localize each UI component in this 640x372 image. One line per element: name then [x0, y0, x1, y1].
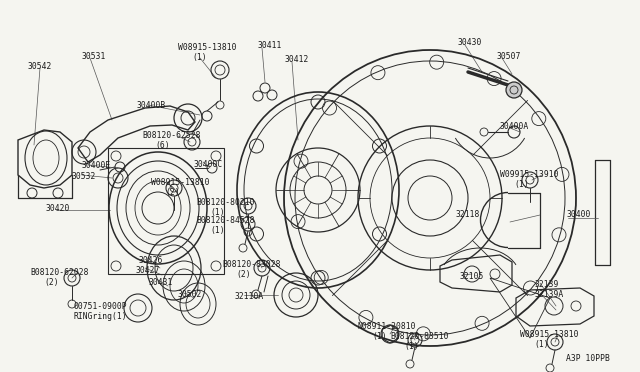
Text: W08915-13810: W08915-13810 — [520, 330, 579, 339]
Text: (1): (1) — [210, 208, 225, 217]
Text: 30400A: 30400A — [500, 122, 529, 131]
Text: RINGring(1): RINGring(1) — [74, 312, 127, 321]
Text: 30431: 30431 — [149, 278, 173, 287]
Text: 30532: 30532 — [72, 172, 97, 181]
Text: W09915-13910: W09915-13910 — [500, 170, 559, 179]
Text: (6): (6) — [155, 141, 170, 150]
Text: 30507: 30507 — [497, 52, 522, 61]
Text: B08120-83510: B08120-83510 — [390, 332, 449, 341]
Text: W08915-13810: W08915-13810 — [151, 178, 209, 187]
Text: (2): (2) — [236, 270, 251, 279]
Text: B08120-62528: B08120-62528 — [142, 131, 200, 140]
Text: 30411: 30411 — [258, 41, 282, 50]
Text: (1): (1) — [192, 53, 207, 62]
Text: (1): (1) — [534, 340, 548, 349]
Text: 30420: 30420 — [46, 204, 70, 213]
Text: (1): (1) — [514, 180, 529, 189]
Text: B08120-80210: B08120-80210 — [196, 198, 255, 207]
Text: (1): (1) — [404, 342, 419, 351]
Text: (1): (1) — [210, 226, 225, 235]
Text: 30412: 30412 — [285, 55, 309, 64]
Text: 32105: 32105 — [460, 272, 484, 281]
Text: 30542: 30542 — [28, 62, 52, 71]
Text: 30426: 30426 — [139, 256, 163, 265]
Text: 30502: 30502 — [178, 290, 202, 299]
Text: 32139: 32139 — [535, 280, 559, 289]
Text: 32139A: 32139A — [535, 290, 564, 299]
Text: B08120-62028: B08120-62028 — [30, 268, 88, 277]
Text: N08911-20810: N08911-20810 — [358, 322, 417, 331]
Text: (2): (2) — [44, 278, 59, 287]
Text: (2): (2) — [165, 188, 180, 197]
Text: 30400: 30400 — [567, 210, 591, 219]
Text: 32118: 32118 — [456, 210, 481, 219]
Text: 00751-0900P: 00751-0900P — [74, 302, 127, 311]
Text: W08915-13810: W08915-13810 — [178, 43, 237, 52]
Text: B08120-84528: B08120-84528 — [196, 216, 255, 225]
Text: 30430: 30430 — [458, 38, 483, 47]
Text: 30531: 30531 — [82, 52, 106, 61]
Text: A3P 10PPB: A3P 10PPB — [566, 354, 610, 363]
Text: 30400C: 30400C — [194, 160, 223, 169]
Text: 30427: 30427 — [136, 266, 161, 275]
Text: (1): (1) — [372, 332, 387, 341]
Text: 30400E: 30400E — [82, 161, 111, 170]
Ellipse shape — [506, 82, 522, 98]
Text: 32110A: 32110A — [235, 292, 264, 301]
Text: 30400B: 30400B — [137, 101, 166, 110]
Text: B08120-83028: B08120-83028 — [222, 260, 280, 269]
